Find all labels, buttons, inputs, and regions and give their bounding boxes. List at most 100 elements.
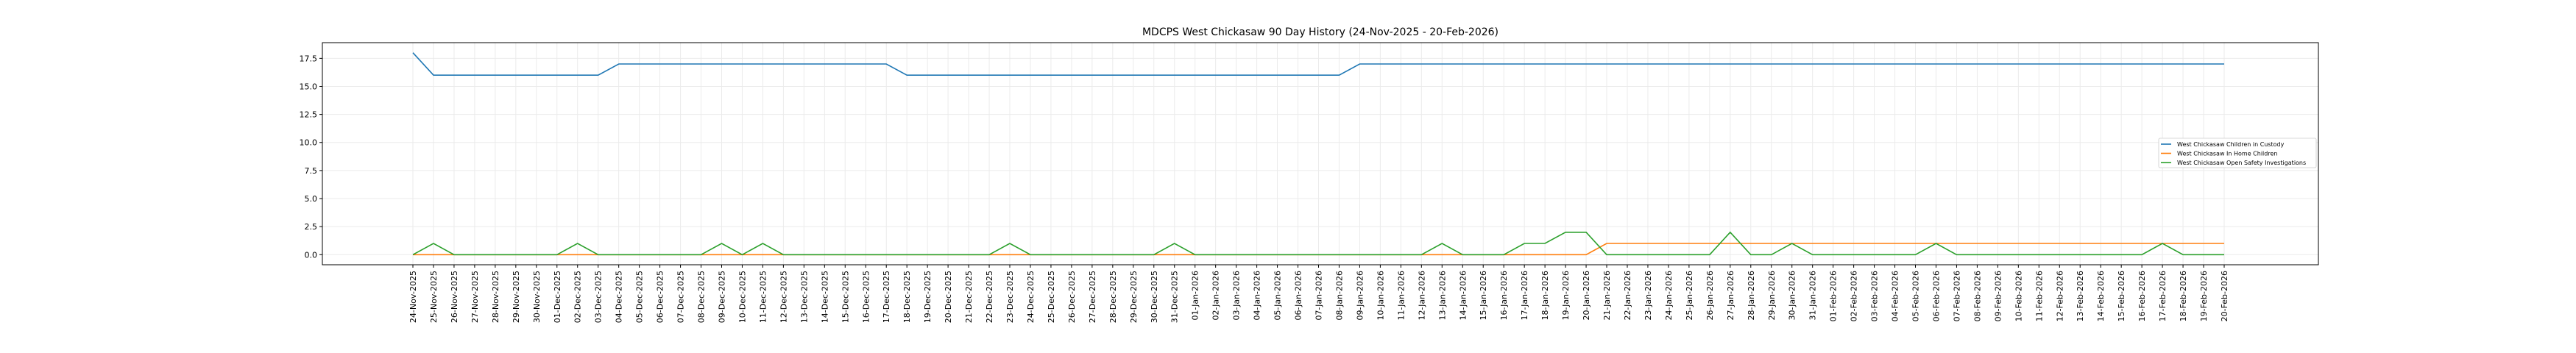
x-tick-label: 19-Dec-2025 — [923, 271, 933, 323]
x-tick-label: 17-Dec-2025 — [882, 271, 891, 323]
x-tick-label: 10-Dec-2025 — [737, 271, 747, 323]
x-tick-label: 08-Jan-2026 — [1334, 271, 1344, 321]
x-tick-label: 30-Nov-2025 — [532, 271, 542, 323]
x-tick-label: 09-Feb-2026 — [1993, 271, 2003, 321]
y-tick-label: 17.5 — [300, 54, 318, 63]
series-line-west-chickasaw-open-safety-investigations — [412, 231, 2224, 256]
x-tick-label: 28-Dec-2025 — [1108, 271, 1118, 323]
x-tick-label: 04-Feb-2026 — [1891, 271, 1900, 321]
x-tick-label: 07-Jan-2026 — [1314, 271, 1324, 321]
x-tick-label: 02-Feb-2026 — [1850, 271, 1859, 321]
x-tick-label: 20-Dec-2025 — [944, 271, 953, 323]
x-tick-label: 29-Dec-2025 — [1129, 271, 1139, 323]
x-tick-label: 18-Dec-2025 — [902, 271, 912, 323]
legend-label: West Chickasaw Open Safety Investigation… — [2177, 160, 2306, 166]
series-line-west-chickasaw-children-in-custody — [412, 52, 2224, 76]
x-tick-label: 16-Feb-2026 — [2137, 271, 2147, 321]
x-tick-label: 26-Jan-2026 — [1705, 271, 1715, 321]
x-tick-label: 13-Jan-2026 — [1437, 271, 1447, 321]
x-tick-label: 24-Nov-2025 — [408, 271, 418, 323]
x-tick-label: 06-Dec-2025 — [656, 271, 665, 323]
x-tick-label: 31-Dec-2025 — [1170, 271, 1180, 323]
x-tick-label: 22-Dec-2025 — [985, 271, 994, 323]
x-tick-label: 15-Dec-2025 — [841, 271, 850, 323]
x-tick-label: 02-Jan-2026 — [1211, 271, 1221, 321]
x-tick-label: 03-Dec-2025 — [594, 271, 604, 323]
x-tick-label: 21-Dec-2025 — [964, 271, 974, 323]
x-tick-label: 16-Dec-2025 — [861, 271, 871, 323]
x-tick-label: 26-Dec-2025 — [1067, 271, 1077, 323]
x-tick-label: 10-Feb-2026 — [2014, 271, 2023, 321]
x-tick-label: 27-Dec-2025 — [1088, 271, 1097, 323]
x-tick-label: 08-Feb-2026 — [1972, 271, 1982, 321]
x-tick-label: 01-Feb-2026 — [1829, 271, 1839, 321]
y-tick-label: 2.5 — [305, 222, 318, 232]
x-tick-label: 06-Feb-2026 — [1931, 271, 1941, 321]
x-tick-label: 08-Dec-2025 — [697, 271, 707, 323]
x-tick-label: 12-Dec-2025 — [779, 271, 788, 323]
x-tick-label: 12-Jan-2026 — [1417, 271, 1426, 321]
x-tick-label: 04-Dec-2025 — [615, 271, 624, 323]
x-tick-label: 10-Jan-2026 — [1376, 271, 1385, 321]
x-tick-label: 18-Jan-2026 — [1540, 271, 1550, 321]
x-tick-label: 15-Jan-2026 — [1479, 271, 1488, 321]
y-tick-label: 12.5 — [300, 110, 318, 120]
x-tick-label: 14-Feb-2026 — [2096, 271, 2106, 321]
series-lines — [412, 52, 2224, 256]
grid — [322, 43, 2318, 265]
x-tick-label: 20-Feb-2026 — [2220, 271, 2229, 321]
x-tick-label: 07-Dec-2025 — [676, 271, 686, 323]
x-tick-label: 31-Jan-2026 — [1808, 271, 1818, 321]
x-tick-label: 30-Dec-2025 — [1150, 271, 1159, 323]
y-tick-label: 15.0 — [300, 82, 318, 91]
x-tick-label: 05-Feb-2026 — [1911, 271, 1921, 321]
x-tick-label: 23-Dec-2025 — [1005, 271, 1015, 323]
x-tick-label: 17-Jan-2026 — [1520, 271, 1529, 321]
x-tick-label: 01-Dec-2025 — [553, 271, 562, 323]
x-tick-label: 28-Nov-2025 — [491, 271, 500, 323]
x-tick-label: 24-Dec-2025 — [1026, 271, 1036, 323]
x-tick-label: 27-Nov-2025 — [470, 271, 480, 323]
x-tick-label: 09-Jan-2026 — [1355, 271, 1365, 321]
x-tick-label: 04-Jan-2026 — [1253, 271, 1262, 321]
x-tick-label: 05-Dec-2025 — [635, 271, 645, 323]
x-tick-label: 02-Dec-2025 — [573, 271, 583, 323]
x-tick-label: 06-Jan-2026 — [1294, 271, 1303, 321]
y-tick-label: 7.5 — [305, 166, 318, 176]
y-tick-label: 0.0 — [305, 250, 318, 260]
x-tick-label: 18-Feb-2026 — [2179, 271, 2188, 321]
x-tick-label: 03-Feb-2026 — [1870, 271, 1880, 321]
x-tick-label: 05-Jan-2026 — [1273, 271, 1283, 321]
x-tick-label: 11-Jan-2026 — [1396, 271, 1406, 321]
x-tick-label: 03-Jan-2026 — [1232, 271, 1242, 321]
x-tick-label: 20-Jan-2026 — [1582, 271, 1591, 321]
x-tick-label: 24-Jan-2026 — [1664, 271, 1674, 321]
x-tick-label: 13-Dec-2025 — [799, 271, 809, 323]
x-tick-label: 16-Jan-2026 — [1499, 271, 1509, 321]
x-tick-label: 25-Nov-2025 — [429, 271, 439, 323]
x-tick-label: 14-Jan-2026 — [1458, 271, 1468, 321]
x-tick-label: 11-Dec-2025 — [758, 271, 768, 323]
plot-frame — [322, 42, 2319, 265]
x-tick-label: 01-Jan-2026 — [1191, 271, 1200, 321]
x-tick-label: 30-Jan-2026 — [1788, 271, 1797, 321]
x-tick-label: 29-Nov-2025 — [512, 271, 521, 323]
x-tick-label: 17-Feb-2026 — [2158, 271, 2168, 321]
x-tick-label: 14-Dec-2025 — [820, 271, 829, 323]
x-axis: 24-Nov-2025 25-Nov-2025 26-Nov-2025 27-Nov-… — [408, 265, 2229, 323]
x-tick-label: 25-Jan-2026 — [1685, 271, 1694, 321]
legend-label: West Chickasaw Children in Custody — [2177, 141, 2285, 148]
chart-title: MDCPS West Chickasaw 90 Day History (24-… — [1142, 26, 1498, 38]
x-tick-label: 25-Dec-2025 — [1047, 271, 1056, 323]
y-tick-label: 10.0 — [300, 138, 318, 148]
x-tick-label: 22-Jan-2026 — [1623, 271, 1632, 321]
x-tick-label: 23-Jan-2026 — [1643, 271, 1653, 321]
x-tick-label: 15-Feb-2026 — [2117, 271, 2126, 321]
x-tick-label: 12-Feb-2026 — [2055, 271, 2064, 321]
x-tick-label: 26-Nov-2025 — [450, 271, 459, 323]
x-tick-label: 29-Jan-2026 — [1767, 271, 1777, 321]
x-tick-label: 28-Jan-2026 — [1747, 271, 1756, 321]
x-tick-label: 21-Jan-2026 — [1602, 271, 1612, 321]
x-tick-label: 27-Jan-2026 — [1726, 271, 1735, 321]
